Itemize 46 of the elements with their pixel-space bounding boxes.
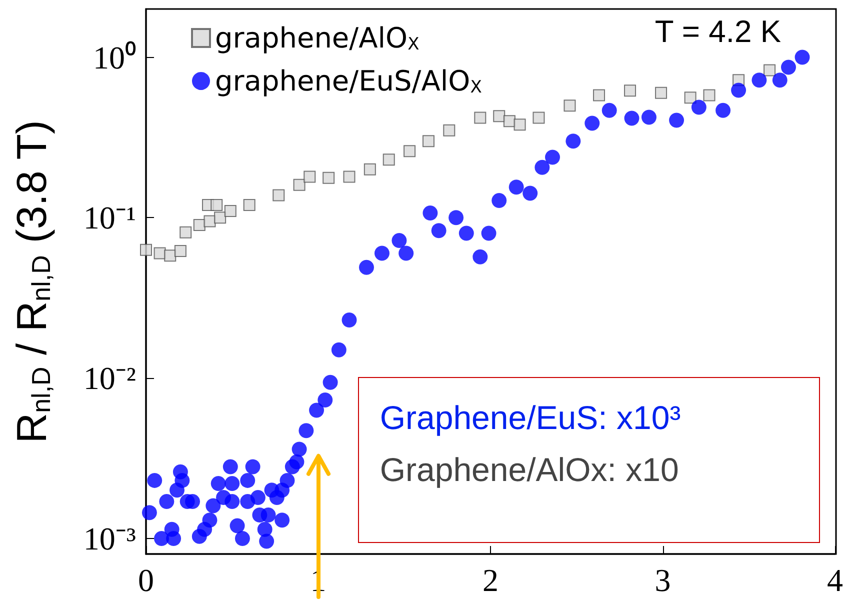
point [322, 172, 335, 184]
point [564, 100, 576, 112]
point [404, 145, 416, 158]
point [493, 110, 506, 122]
y-tick-label: 10⁰ [93, 39, 136, 76]
point [764, 64, 776, 76]
point [272, 189, 285, 202]
legend-label: graphene/AlOX [215, 22, 420, 54]
point [624, 84, 636, 97]
annotation: Graphene/AlOx: x10 [380, 450, 679, 489]
x-tick-label: 4 [827, 562, 843, 598]
point [364, 163, 376, 176]
legend-label: graphene/EuS/AlOX [215, 64, 482, 98]
point [204, 215, 216, 228]
point [422, 135, 434, 148]
point [443, 124, 456, 136]
point [193, 219, 206, 232]
point [210, 198, 223, 211]
point [174, 244, 186, 257]
point [224, 205, 236, 218]
y-tick-label: 10⁻³ [83, 520, 136, 556]
point [655, 86, 668, 99]
x-tick-label: 3 [654, 562, 671, 598]
point [474, 112, 486, 124]
y-axis-title: Rnl,D / Rnl,D (3.8 T) [8, 120, 56, 444]
point [243, 198, 256, 211]
point [164, 250, 176, 262]
x-tick-label: 0 [138, 562, 154, 598]
point [382, 154, 395, 166]
x-tick-label: 2 [482, 562, 498, 598]
y-tick-label: 10⁻¹ [83, 200, 136, 236]
point [703, 89, 716, 102]
point [180, 226, 192, 238]
point [343, 170, 356, 183]
annotation: T = 4.2 K [654, 14, 781, 50]
point [532, 112, 545, 124]
point [304, 170, 316, 183]
y-tick-label: 10⁻² [83, 360, 136, 396]
point [214, 212, 226, 224]
point [684, 92, 696, 104]
point [140, 244, 152, 256]
point [293, 178, 306, 191]
point [503, 115, 516, 128]
annotation: Graphene/EuS: x10³ [380, 398, 681, 437]
point [593, 89, 606, 102]
point [514, 118, 526, 131]
